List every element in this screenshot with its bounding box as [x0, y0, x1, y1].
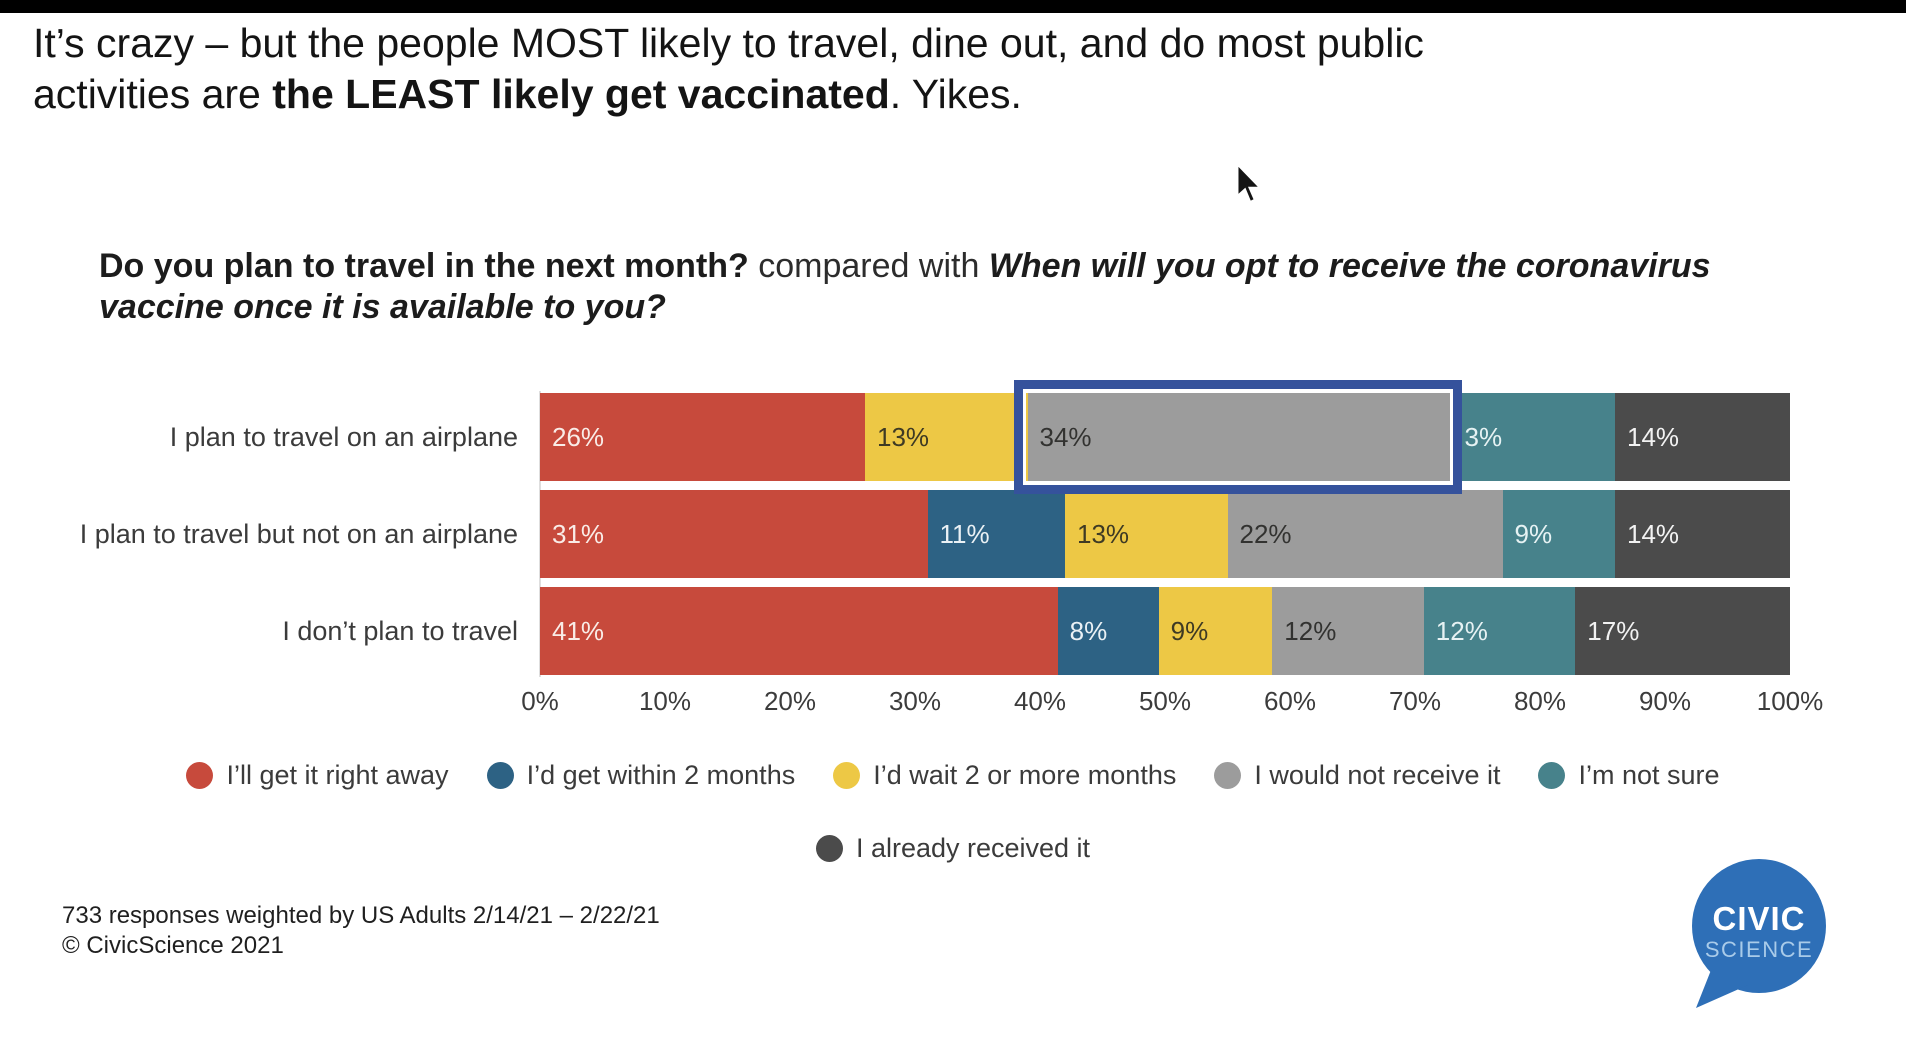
category-label: I don’t plan to travel	[282, 615, 518, 646]
logo-text-civic: CIVIC	[1712, 900, 1805, 937]
bar-segment: 14%	[1615, 393, 1790, 481]
legend-row-1: I’ll get it right away I’d get within 2 m…	[0, 760, 1906, 791]
bar-segment-label: 13%	[1077, 518, 1130, 549]
bar-segment: 14%	[1615, 490, 1790, 578]
logo-bubble	[1692, 859, 1826, 993]
top-bar	[0, 0, 1906, 13]
legend-item: I’d get within 2 months	[486, 760, 796, 791]
legend-label: I’d wait 2 or more months	[873, 760, 1177, 790]
civicscience-logo: CIVIC SCIENCE	[1688, 856, 1840, 1023]
bar-segment: 9%	[1502, 490, 1615, 578]
legend-label: I already received it	[855, 833, 1091, 863]
footer-note: 733 responses weighted by US Adults 2/14…	[62, 901, 660, 961]
bar-segment-label: 12%	[1435, 615, 1488, 646]
bar-segment: 12%	[1272, 587, 1424, 675]
bar-segment: 41%	[540, 587, 1058, 675]
bar-segment: 26%	[540, 393, 865, 481]
chart-title-question2: When will you opt to receive the coronav…	[99, 247, 1711, 327]
axis-tick-label: 40%	[1013, 686, 1067, 716]
chart-title: Do you plan to travel in the next month?…	[99, 246, 1789, 329]
legend-item: I would not receive it	[1214, 760, 1500, 791]
stacked-bar: 31% 11% 13% 22% 9% 14%	[540, 490, 1790, 578]
axis-tick-label: 10%	[638, 686, 692, 716]
axis-tick-label: 30%	[888, 686, 942, 716]
axis-tick-label: 100%	[1756, 686, 1824, 716]
legend-item: I already received it	[815, 833, 1091, 864]
mouse-cursor-icon	[1236, 162, 1266, 210]
bar-segment-label: 13%	[877, 421, 930, 452]
bar-segment: 17%	[1575, 587, 1790, 675]
bar-segment-label: 8%	[1069, 615, 1108, 646]
bar-segment-label: 26%	[552, 421, 605, 452]
bar-segment-label: 34%	[1039, 421, 1092, 452]
x-axis: 0% 10% 20% 30% 40% 50% 60% 70% 80% 90% 100%	[521, 686, 1823, 720]
axis-tick-label: 60%	[1263, 686, 1317, 716]
stacked-bar: 41% 8% 9% 12% 12% 17%	[540, 587, 1790, 675]
bar-row: I plan to travel on an airplane 26% 13% 34%…	[0, 393, 1906, 481]
bar-segment-label: 3%	[1464, 421, 1503, 452]
axis-tick-label: 70%	[1388, 686, 1442, 716]
bar-segment-label: 17%	[1587, 615, 1640, 646]
headline: It’s crazy – but the people MOST likely …	[33, 18, 1543, 120]
bar-segment: 22%	[1227, 490, 1503, 578]
footer-line2: © CivicScience 2021	[62, 932, 284, 959]
legend-swatch-icon	[1214, 762, 1242, 789]
bar-segment: 11%	[927, 490, 1065, 578]
bar-row: I plan to travel but not on an airplane 3…	[0, 490, 1906, 578]
bar-segment: 3%	[1452, 393, 1615, 481]
axis-tick-label: 20%	[763, 686, 817, 716]
legend-label: I’ll get it right away	[226, 760, 449, 790]
headline-emphasis: the LEAST likely get vaccinated	[272, 70, 890, 117]
footer-line1: 733 responses weighted by US Adults 2/14…	[62, 902, 660, 929]
bar-segment: 31%	[540, 490, 928, 578]
bar-segment-label: 12%	[1284, 615, 1337, 646]
axis-tick-label: 80%	[1513, 686, 1567, 716]
chart-title-connector: compared with	[748, 247, 989, 285]
bar-segment: 34%	[1027, 393, 1453, 481]
category-label: I plan to travel but not on an airplane	[79, 518, 518, 549]
chart-title-question1: Do you plan to travel in the next month?	[99, 247, 749, 285]
bar-segment-label: 22%	[1239, 518, 1292, 549]
legend-swatch-icon	[833, 762, 861, 789]
headline-post: . Yikes.	[889, 70, 1022, 117]
bar-segment-label: 31%	[552, 518, 605, 549]
legend-label: I’d get within 2 months	[526, 760, 796, 790]
bar-segment: 13%	[1065, 490, 1228, 578]
legend-label: I would not receive it	[1254, 760, 1501, 790]
axis-tick-label: 50%	[1138, 686, 1192, 716]
headline-pre: It’s crazy – but the people MOST likely …	[33, 20, 1424, 117]
axis-tick-label: 0%	[521, 686, 559, 716]
category-label: I plan to travel on an airplane	[169, 421, 518, 452]
bar-segment-label: 11%	[939, 518, 990, 549]
legend-item: I’d wait 2 or more months	[833, 760, 1176, 791]
bar-segment-label: 41%	[552, 615, 605, 646]
bar-segment-label: 9%	[1514, 518, 1553, 549]
bar-row: I don’t plan to travel 41% 8% 9% 12% 12% 17%	[0, 587, 1906, 675]
logo-text-science: SCIENCE	[1705, 937, 1813, 962]
legend-swatch-icon	[486, 762, 514, 789]
axis-tick-label: 90%	[1638, 686, 1692, 716]
bar-segment-label: 14%	[1627, 518, 1680, 549]
legend-row-2: I already received it	[0, 833, 1906, 864]
stacked-bar: 26% 13% 34% 3% 14%	[540, 393, 1790, 481]
legend-item: I’ll get it right away	[186, 760, 449, 791]
legend-item: I’m not sure	[1538, 760, 1720, 791]
legend-swatch-icon	[186, 762, 214, 789]
bar-segment: 9%	[1158, 587, 1273, 675]
bar-segment: 8%	[1057, 587, 1159, 675]
legend-label: I’m not sure	[1578, 760, 1720, 790]
legend-swatch-icon	[1538, 762, 1566, 789]
legend-swatch-icon	[815, 835, 843, 862]
bar-segment: 13%	[865, 393, 1028, 481]
logo-bubble-tail	[1696, 960, 1748, 1008]
bar-segment: 12%	[1423, 587, 1576, 675]
bar-segment-label: 9%	[1170, 615, 1209, 646]
bar-segment-label: 14%	[1627, 421, 1680, 452]
